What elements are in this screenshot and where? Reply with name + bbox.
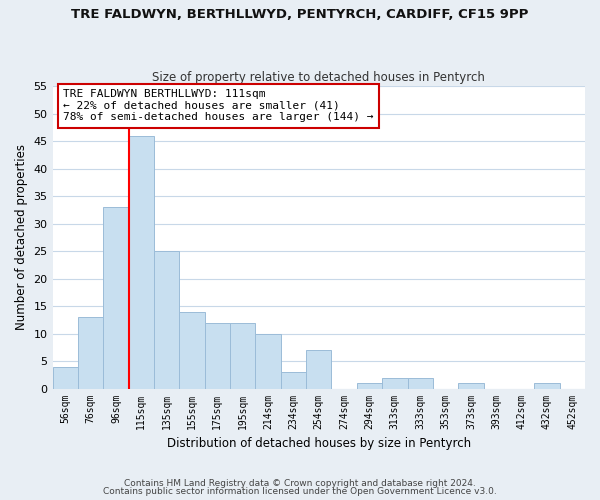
Bar bbox=[534, 383, 560, 388]
Bar bbox=[205, 322, 230, 388]
Bar bbox=[128, 136, 154, 388]
Bar bbox=[407, 378, 433, 388]
Y-axis label: Number of detached properties: Number of detached properties bbox=[15, 144, 28, 330]
Bar bbox=[357, 383, 382, 388]
Bar bbox=[103, 207, 128, 388]
Text: TRE FALDWYN, BERTHLLWYD, PENTYRCH, CARDIFF, CF15 9PP: TRE FALDWYN, BERTHLLWYD, PENTYRCH, CARDI… bbox=[71, 8, 529, 20]
Text: Contains HM Land Registry data © Crown copyright and database right 2024.: Contains HM Land Registry data © Crown c… bbox=[124, 478, 476, 488]
Text: TRE FALDWYN BERTHLLWYD: 111sqm
← 22% of detached houses are smaller (41)
78% of : TRE FALDWYN BERTHLLWYD: 111sqm ← 22% of … bbox=[63, 89, 374, 122]
Bar bbox=[458, 383, 484, 388]
Bar bbox=[78, 317, 103, 388]
X-axis label: Distribution of detached houses by size in Pentyrch: Distribution of detached houses by size … bbox=[167, 437, 471, 450]
Bar bbox=[306, 350, 331, 389]
Bar bbox=[230, 322, 256, 388]
Text: Contains public sector information licensed under the Open Government Licence v3: Contains public sector information licen… bbox=[103, 487, 497, 496]
Bar bbox=[53, 366, 78, 388]
Bar bbox=[256, 334, 281, 388]
Title: Size of property relative to detached houses in Pentyrch: Size of property relative to detached ho… bbox=[152, 70, 485, 84]
Bar bbox=[179, 312, 205, 388]
Bar bbox=[281, 372, 306, 388]
Bar bbox=[382, 378, 407, 388]
Bar bbox=[154, 251, 179, 388]
